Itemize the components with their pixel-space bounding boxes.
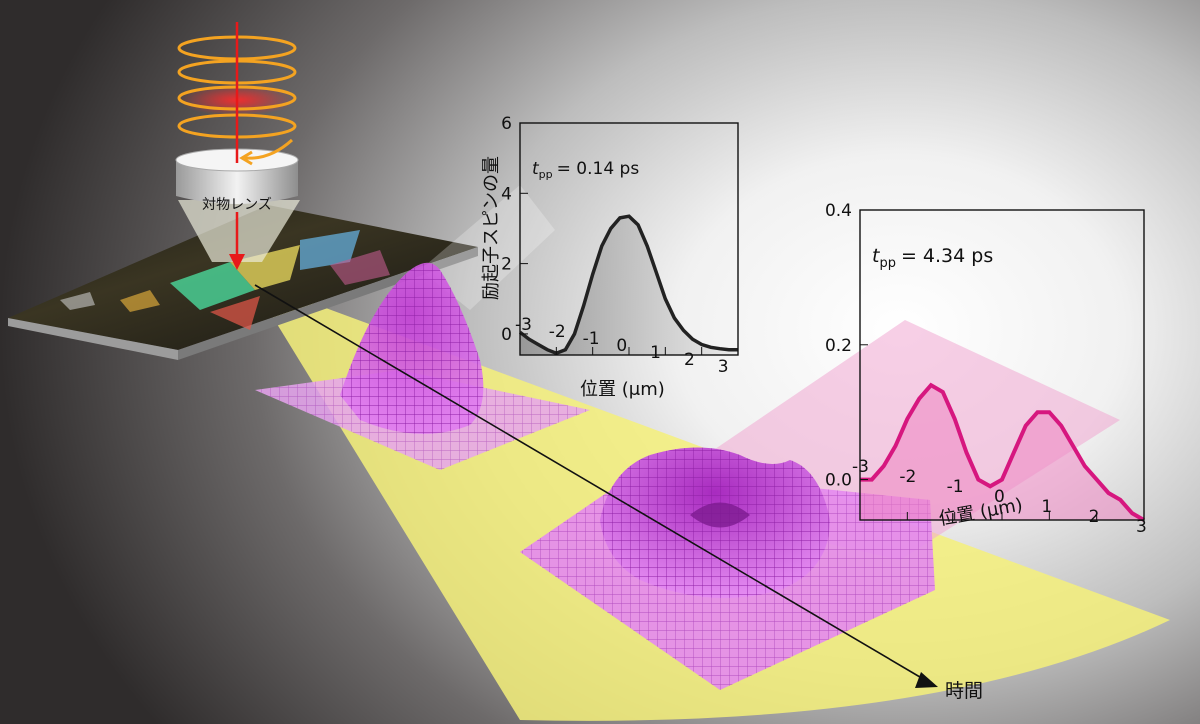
- y-tick-label: 0: [501, 325, 512, 345]
- x-tick-label: 0: [994, 487, 1005, 507]
- chart1-x-ticks: -3 -2 -1 0 1 2 3: [515, 315, 739, 377]
- y-tick-label: 0.0: [825, 471, 852, 491]
- time-label: 時間: [945, 680, 983, 702]
- laser-arrowhead: [229, 254, 245, 270]
- x-tick-label: -3: [852, 457, 869, 477]
- time-arrowhead: [915, 672, 938, 688]
- sample-plate: [8, 205, 478, 360]
- x-tick-label: -2: [899, 467, 916, 487]
- x-tick-label: -1: [947, 477, 964, 497]
- chart1-annotation-val: = 0.14 ps: [557, 159, 640, 179]
- objective-label: 対物レンズ: [202, 197, 272, 213]
- chart2-area: [860, 385, 1144, 520]
- x-tick-label: 0: [616, 336, 627, 356]
- chart2-annotation-sub: pp: [879, 256, 896, 271]
- x-tick-label: 2: [1089, 507, 1100, 527]
- time-axis-arrow: [254, 284, 926, 681]
- chart1-annotation-sub: pp: [539, 168, 553, 181]
- mesh-surface-early: [255, 262, 590, 470]
- mesh-surface-late: [520, 447, 935, 690]
- y-tick-label: 4: [501, 184, 512, 204]
- chart2-line: [860, 382, 1145, 522]
- y-tick-label: 0.2: [825, 336, 852, 356]
- chart2-annotation: tpp = 4.34 ps: [872, 245, 993, 271]
- x-tick-label: 1: [1041, 497, 1052, 517]
- chart2-annotation-val: = 4.34 ps: [901, 245, 993, 267]
- y-tick-label: 6: [501, 114, 512, 134]
- x-tick-label: 2: [684, 350, 695, 370]
- x-tick-label: 1: [650, 343, 661, 363]
- chart2-annotation-var: t: [872, 245, 881, 267]
- chart2-y-ticks: 0.0 0.2 0.4: [825, 201, 868, 491]
- chart1-annotation: tpp = 0.14 ps: [532, 159, 639, 181]
- chart2-x-ticks: -3 -2 -1 0 1 2 3: [852, 457, 1147, 537]
- chart1-area: [520, 216, 738, 355]
- x-tick-label: -2: [549, 322, 566, 342]
- y-tick-label: 0.4: [825, 201, 852, 221]
- x-tick-label: -1: [583, 329, 600, 349]
- chart1-xlabel: 位置 (μm): [580, 379, 665, 400]
- projection-band-1: [420, 185, 555, 310]
- x-tick-label: 3: [718, 357, 729, 377]
- y-tick-label: 2: [501, 255, 512, 275]
- x-tick-label: 3: [1136, 517, 1147, 537]
- chart-early: -3 -2 -1 0 1 2 3 0 2 4 6 tpp = 0.14 ps 位置 (μm) 励起子…: [481, 114, 739, 400]
- x-tick-label: -3: [515, 315, 532, 335]
- chart1-y-ticks: 0 2 4 6: [501, 114, 528, 345]
- chart1-ylabel: 励起子スピンの量: [481, 156, 502, 300]
- chart1-annotation-var: t: [532, 159, 540, 179]
